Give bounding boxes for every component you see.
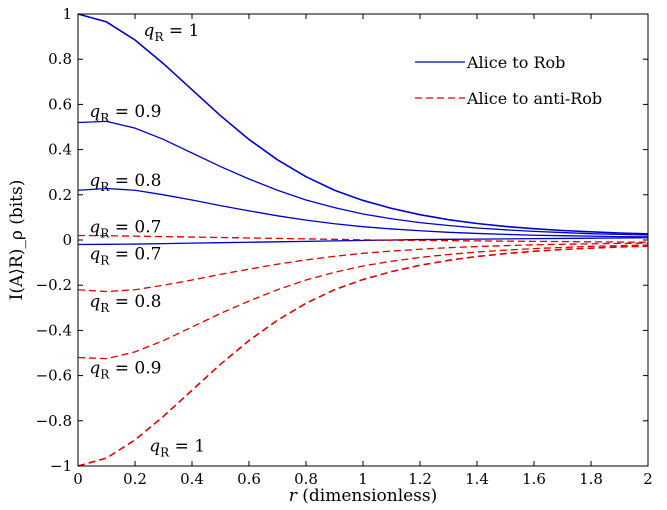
q-annotation: qR = 0.8 <box>89 171 161 194</box>
y-tick-label: 0.2 <box>48 186 72 204</box>
q-annotation: qR = 0.7 <box>89 217 161 240</box>
series-line-anti-rob-6 <box>77 244 649 360</box>
x-tick-label: 2 <box>643 470 653 488</box>
q-annotation: qR = 0.9 <box>89 359 161 382</box>
q-annotation: qR = 1 <box>144 21 200 44</box>
q-annotation: qR = 0.8 <box>89 292 161 315</box>
y-tick-label: −0.4 <box>36 321 72 339</box>
y-tick-label: −0.6 <box>36 367 72 385</box>
q-annotation: qR = 1 <box>149 437 205 460</box>
x-tick-label: 0.4 <box>180 470 204 488</box>
x-tick-label: 0.8 <box>294 470 318 488</box>
y-tick-label: 0.4 <box>48 141 72 159</box>
y-tick-label: 1 <box>62 5 72 23</box>
x-tick-label: 1.6 <box>522 470 546 488</box>
series-layer <box>77 13 649 467</box>
x-tick-label: 0.6 <box>237 470 261 488</box>
y-tick-label: −1 <box>50 457 72 475</box>
series-line-anti-rob-4 <box>77 234 649 243</box>
series-line-anti-rob-7 <box>77 245 649 467</box>
y-tick-label: 0.8 <box>48 50 72 68</box>
legend: Alice to Rob Alice to anti-Rob <box>415 53 602 108</box>
x-tick-label: 1.2 <box>408 470 432 488</box>
y-axis-label: I(A⟩R)_ρ (bits) <box>7 180 27 301</box>
q-annotation: qR = 0.9 <box>89 102 161 125</box>
y-tick-label: −0.8 <box>36 412 72 430</box>
y-tick-label: 0.6 <box>48 95 72 113</box>
ticks-layer: 0 0.2 0.4 0.6 0.8 1 1.2 1.4 1.6 1.8 2 −1 −0.8 −0.6 −0.… <box>36 5 653 488</box>
y-tick-label: 0 <box>62 231 72 249</box>
x-tick-label: 0.2 <box>123 470 147 488</box>
series-line-rob-0 <box>77 13 649 235</box>
annotation-layer: qR = 1 qR = 0.9 qR = 0.8 qR = 0.7 qR = 0.7 qR… <box>89 21 205 460</box>
x-tick-label: 1.4 <box>465 470 489 488</box>
x-tick-label: 1 <box>358 470 368 488</box>
series-line-rob-1 <box>77 120 649 236</box>
x-tick-label: 1.8 <box>579 470 603 488</box>
legend-entry: Alice to Rob <box>466 53 565 72</box>
series-line-anti-rob-5 <box>77 242 649 293</box>
y-tick-label: −0.2 <box>36 276 72 294</box>
q-annotation: qR = 0.7 <box>89 245 161 268</box>
series-line-rob-2 <box>77 187 649 238</box>
legend-entry: Alice to anti-Rob <box>466 89 602 108</box>
series-line-rob-3 <box>77 237 649 246</box>
x-axis-label: r (dimensionless) <box>289 486 438 506</box>
x-tick-label: 0 <box>73 470 83 488</box>
